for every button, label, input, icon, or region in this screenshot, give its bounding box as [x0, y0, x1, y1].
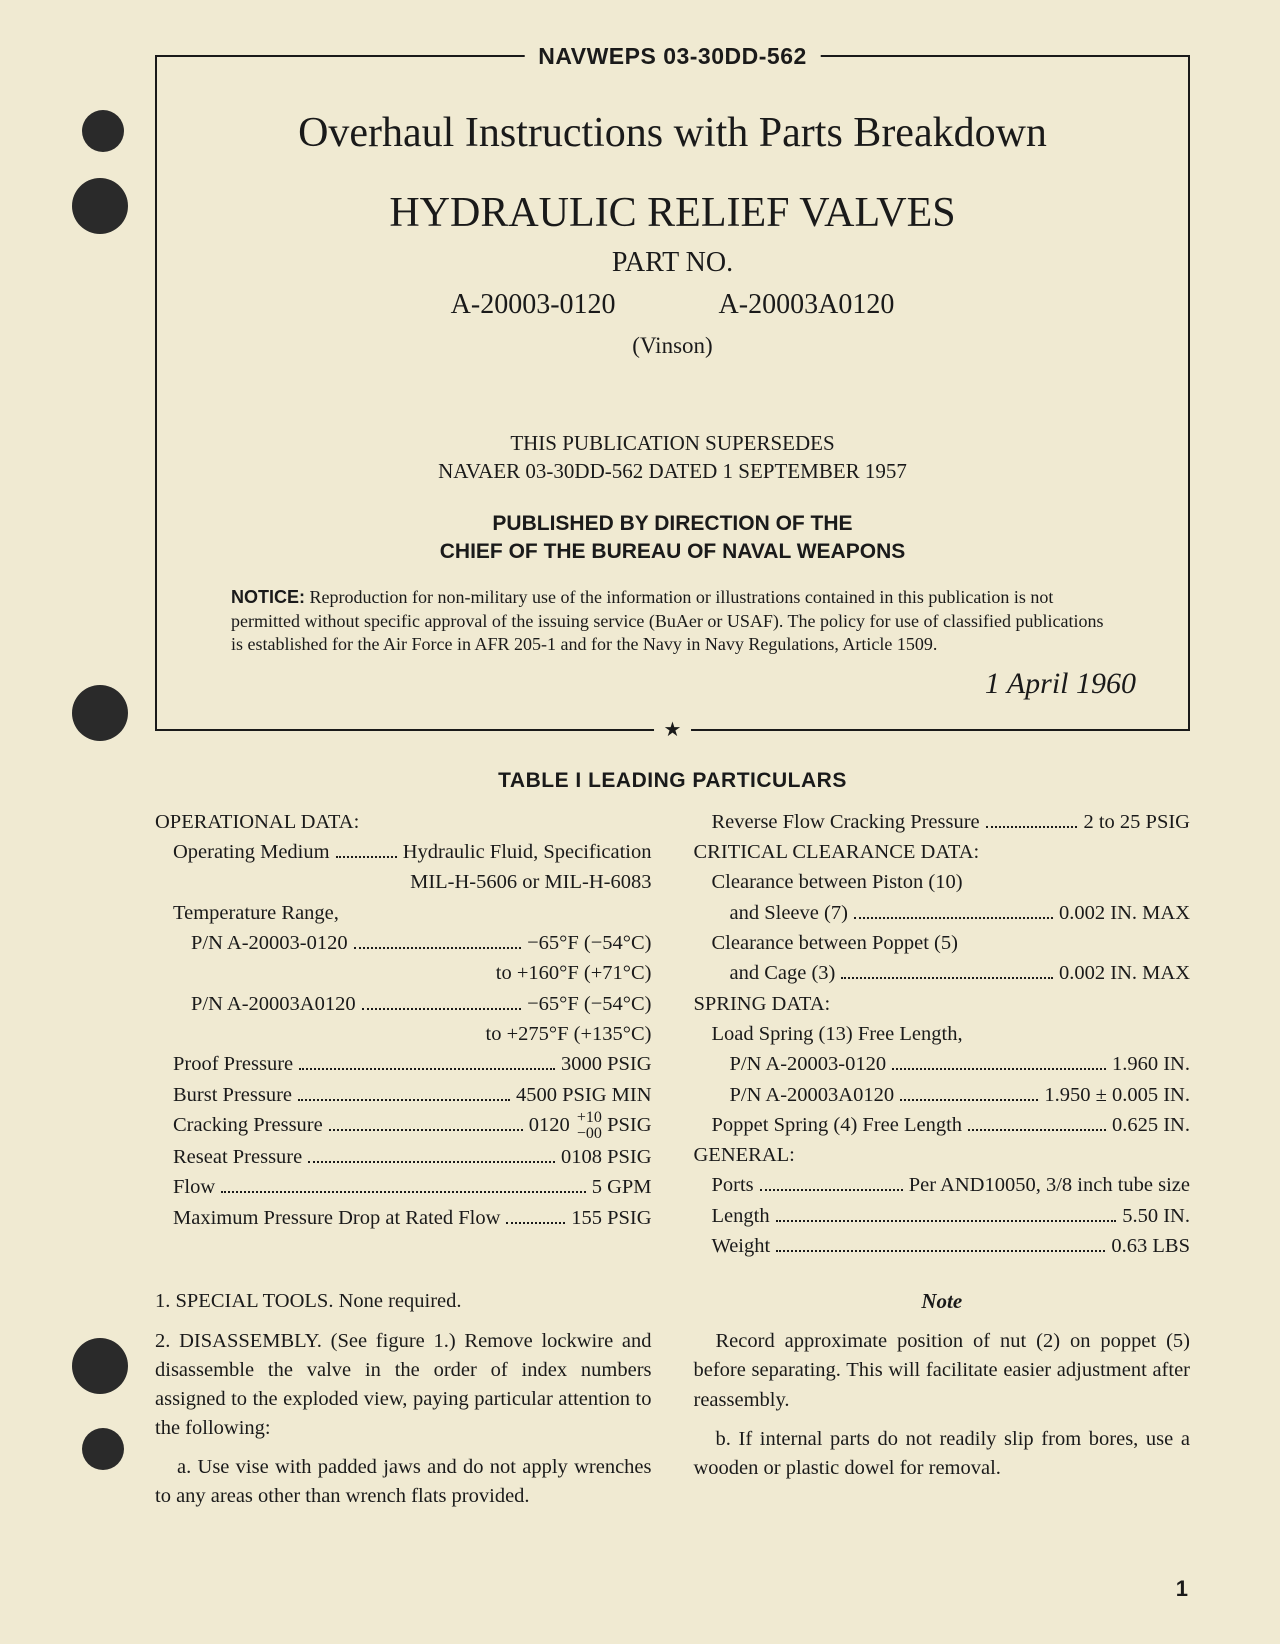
para-2b: b. If internal parts do not readily slip…: [694, 1425, 1191, 1483]
tolerance: +10 −00: [577, 1110, 602, 1142]
load-spring-pn1: P/N A-20003-0120 1.960 IN.: [694, 1049, 1191, 1079]
burst-pressure: Burst Pressure 4500 PSIG MIN: [155, 1080, 652, 1110]
weight: Weight 0.63 LBS: [694, 1231, 1191, 1261]
title-block: NAVWEPS 03-30DD-562 Overhaul Instruction…: [155, 55, 1190, 731]
para-special-tools: 1. SPECIAL TOOLS. None required.: [155, 1287, 652, 1316]
table-title: TABLE I LEADING PARTICULARS: [155, 769, 1190, 793]
star-icon: ★: [654, 719, 692, 741]
clearance-piston-sleeve-l1: Clearance between Piston (10): [694, 867, 1191, 897]
leading-particulars: OPERATIONAL DATA: Operating Medium Hydra…: [155, 807, 1190, 1262]
para-disassembly: 2. DISASSEMBLY. (See figure 1.) Remove l…: [155, 1327, 652, 1443]
operating-medium: Operating Medium Hydraulic Fluid, Specif…: [155, 837, 652, 867]
proof-pressure: Proof Pressure 3000 PSIG: [155, 1049, 652, 1079]
published-by-line2: CHIEF OF THE BUREAU OF NAVAL WEAPONS: [440, 540, 906, 563]
published-by-line1: PUBLISHED BY DIRECTION OF THE: [492, 512, 852, 535]
clearance-piston-sleeve: and Sleeve (7) 0.002 IN. MAX: [694, 898, 1191, 928]
page-number: 1: [1176, 1576, 1188, 1602]
operational-data-head: OPERATIONAL DATA:: [155, 807, 652, 837]
vendor: (Vinson): [199, 333, 1146, 359]
poppet-spring: Poppet Spring (4) Free Length 0.625 IN.: [694, 1110, 1191, 1140]
part-no-2: A-20003A0120: [719, 289, 895, 321]
clearance-poppet-cage-l1: Clearance between Poppet (5): [694, 928, 1191, 958]
temp-range-pn1: P/N A-20003-0120 −65°F (−54°C): [155, 928, 652, 958]
body-left-column: 1. SPECIAL TOOLS. None required. 2. DISA…: [155, 1287, 652, 1521]
load-spring-pn2: P/N A-20003A0120 1.950 ± 0.005 IN.: [694, 1080, 1191, 1110]
part-no-1: A-20003-0120: [451, 289, 616, 321]
flow: Flow 5 GPM: [155, 1172, 652, 1202]
published-by: PUBLISHED BY DIRECTION OF THE CHIEF OF T…: [199, 510, 1146, 567]
temp-range-pn2-line2: to +275°F (+135°C): [155, 1019, 652, 1049]
page: NAVWEPS 03-30DD-562 Overhaul Instruction…: [0, 0, 1280, 1644]
part-no-label: PART NO.: [199, 247, 1146, 279]
body-text: 1. SPECIAL TOOLS. None required. 2. DISA…: [155, 1287, 1190, 1521]
note-head: Note: [694, 1287, 1191, 1317]
title-line1: Overhaul Instructions with Parts Breakdo…: [199, 109, 1146, 157]
supersedes: THIS PUBLICATION SUPERSEDES NAVAER 03-30…: [199, 429, 1146, 486]
general-head: GENERAL:: [694, 1140, 1191, 1170]
reverse-flow-cracking: Reverse Flow Cracking Pressure 2 to 25 P…: [694, 807, 1191, 837]
critical-clearance-head: CRITICAL CLEARANCE DATA:: [694, 837, 1191, 867]
part-numbers: A-20003-0120 A-20003A0120: [199, 289, 1146, 321]
load-spring-label: Load Spring (13) Free Length,: [694, 1019, 1191, 1049]
temp-range-label: Temperature Range,: [155, 898, 652, 928]
temp-range-pn2: P/N A-20003A0120 −65°F (−54°C): [155, 989, 652, 1019]
title-line2: HYDRAULIC RELIEF VALVES: [199, 189, 1146, 237]
temp-range-pn1-line2: to +160°F (+71°C): [155, 958, 652, 988]
doc-number: NAVWEPS 03-30DD-562: [524, 43, 821, 70]
cracking-pressure: Cracking Pressure 0120 +10 −00 PSIG: [155, 1110, 652, 1142]
spring-data-head: SPRING DATA:: [694, 989, 1191, 1019]
supersedes-line1: THIS PUBLICATION SUPERSEDES: [510, 431, 834, 455]
length: Length 5.50 IN.: [694, 1201, 1191, 1231]
table-left-column: OPERATIONAL DATA: Operating Medium Hydra…: [155, 807, 652, 1262]
body-right-column: Note Record approximate position of nut …: [694, 1287, 1191, 1521]
operating-medium-line2: MIL-H-5606 or MIL-H-6083: [155, 867, 652, 897]
para-2a: a. Use vise with padded jaws and do not …: [155, 1453, 652, 1511]
notice-label: NOTICE:: [231, 587, 305, 607]
note-body: Record approximate position of nut (2) o…: [694, 1327, 1191, 1414]
notice-text: Reproduction for non-military use of the…: [231, 587, 1103, 654]
table-right-column: Reverse Flow Cracking Pressure 2 to 25 P…: [694, 807, 1191, 1262]
ports: Ports Per AND10050, 3/8 inch tube size: [694, 1170, 1191, 1200]
max-pressure-drop: Maximum Pressure Drop at Rated Flow 155 …: [155, 1203, 652, 1233]
notice: NOTICE: Reproduction for non-military us…: [231, 586, 1114, 656]
publication-date: 1 April 1960: [199, 667, 1136, 701]
reseat-pressure: Reseat Pressure 0108 PSIG: [155, 1142, 652, 1172]
clearance-poppet-cage: and Cage (3) 0.002 IN. MAX: [694, 958, 1191, 988]
supersedes-line2: NAVAER 03-30DD-562 DATED 1 SEPTEMBER 195…: [438, 459, 907, 483]
